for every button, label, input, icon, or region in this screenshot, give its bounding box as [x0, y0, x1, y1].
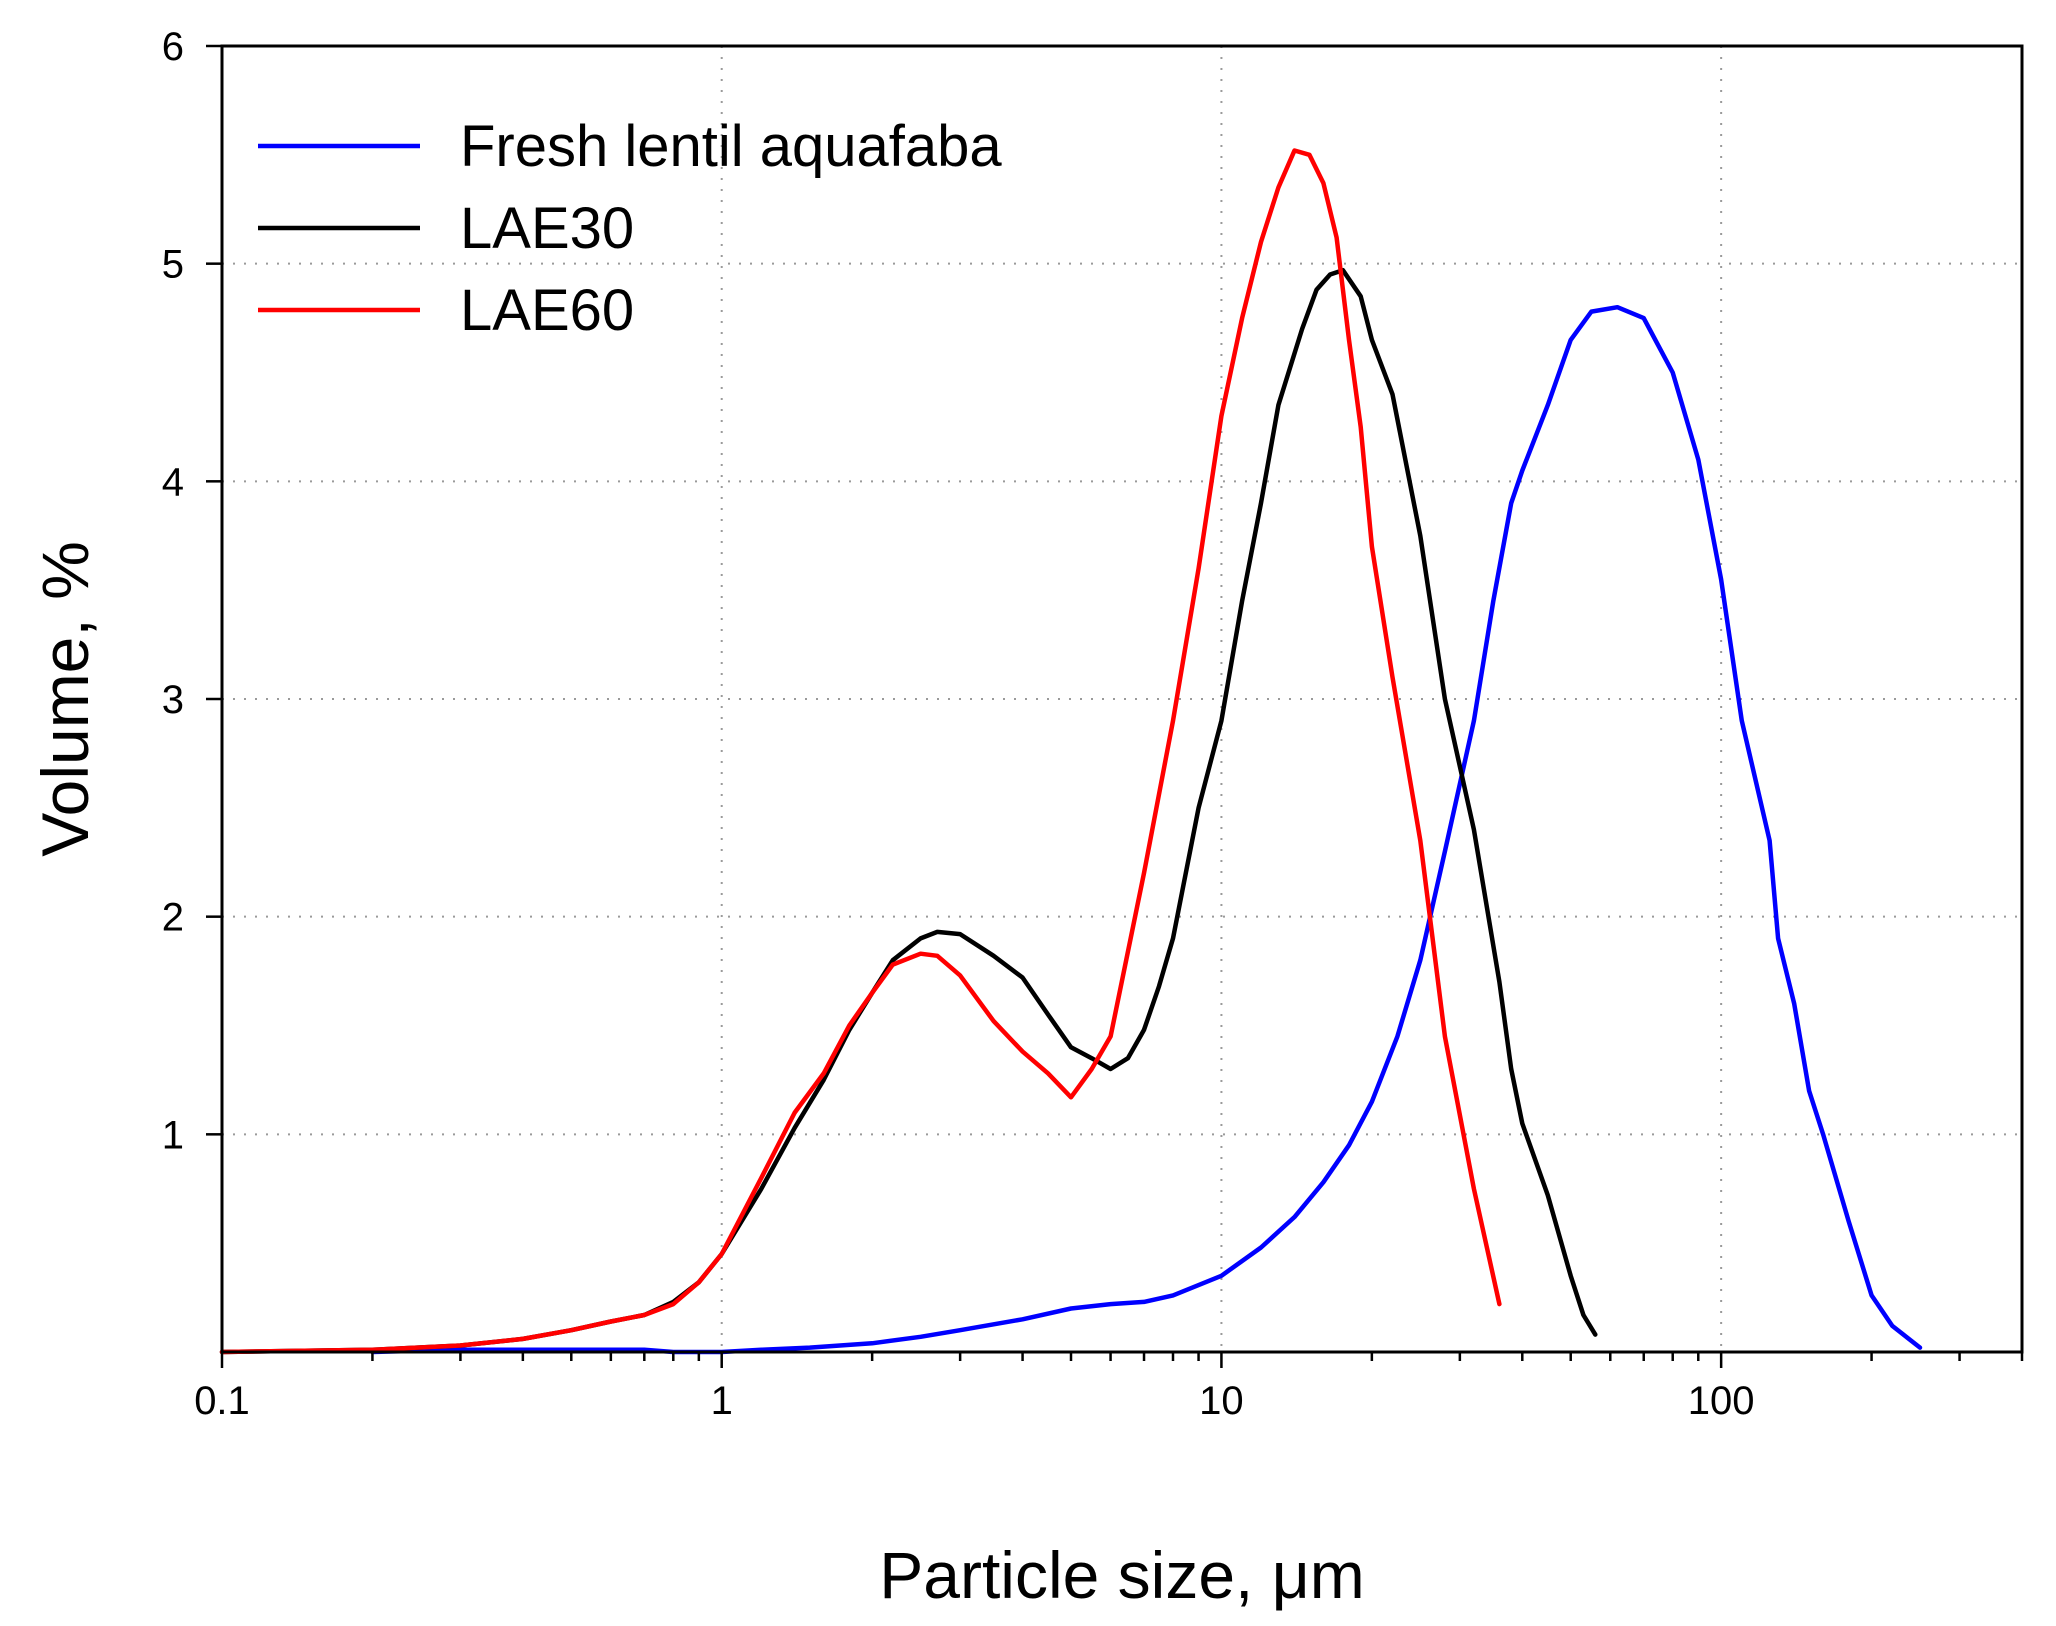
y-tick-label: 2	[162, 896, 184, 940]
y-tick-label: 1	[162, 1113, 184, 1157]
y-tick-label: 5	[162, 243, 184, 287]
series-points-2	[221, 270, 1596, 1353]
y-axis-title: Volume, %	[28, 541, 102, 857]
series-points-3	[221, 150, 1500, 1353]
x-tick-label: 100	[1688, 1379, 1755, 1423]
series-points-1	[372, 307, 1921, 1353]
legend-label: Fresh lentil aquafaba	[460, 114, 1002, 179]
series-line-2	[219, 267, 1598, 1355]
legend-label: LAE30	[460, 196, 634, 261]
series-line-1	[370, 304, 1923, 1355]
axis-ticks	[206, 44, 2024, 1368]
y-tick-label: 6	[162, 25, 184, 69]
series-line-3	[219, 148, 1502, 1355]
legend: Fresh lentil aquafaba LAE30 LAE60	[258, 114, 1002, 343]
y-tick-label: 3	[162, 678, 184, 722]
series-lines	[219, 148, 1923, 1355]
x-tick-label: 1	[711, 1379, 733, 1423]
x-axis-title: Particle size, μm	[879, 1538, 1364, 1612]
x-tick-label: 10	[1199, 1379, 1244, 1423]
x-tick-label: 0.1	[194, 1379, 250, 1423]
legend-label: LAE60	[460, 278, 634, 343]
tick-labels: 0.1 1 10 100 1 2 3 4 5 6	[162, 25, 1755, 1423]
y-tick-label: 4	[162, 460, 184, 504]
